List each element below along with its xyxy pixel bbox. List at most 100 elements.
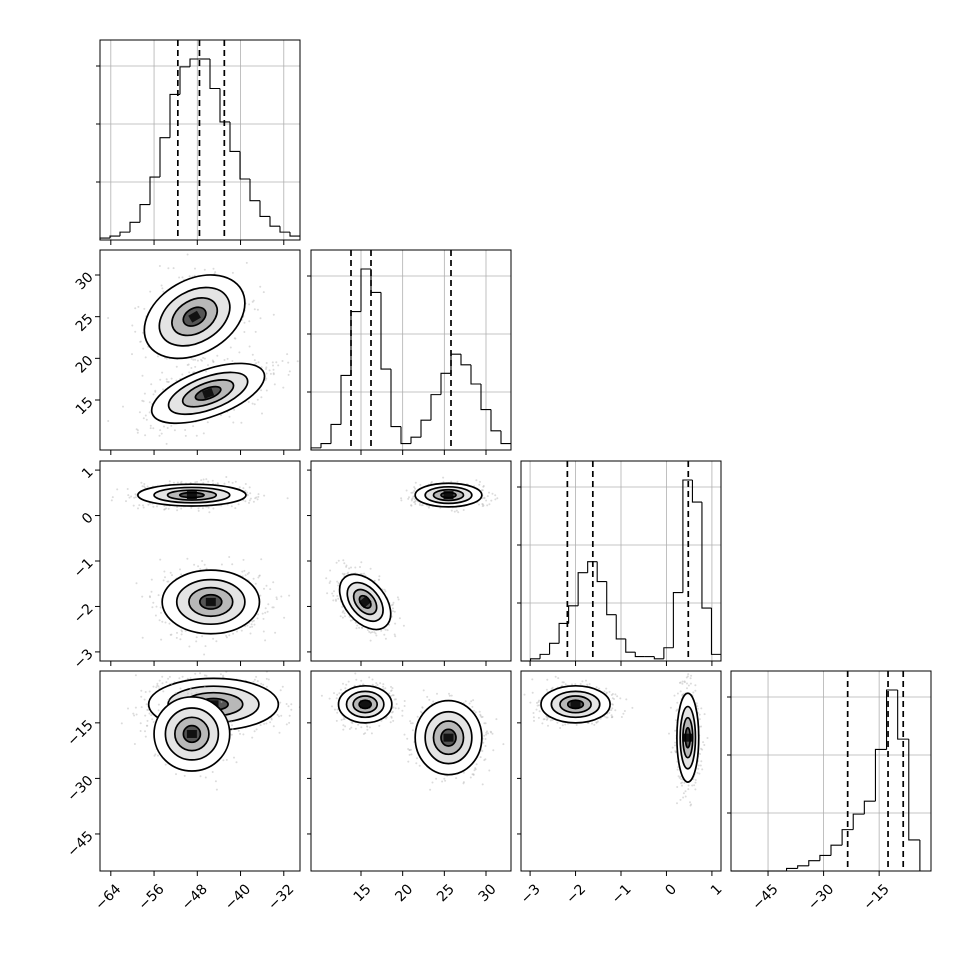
sample-point <box>157 703 160 706</box>
histogram-bar <box>109 235 120 239</box>
sample-point <box>260 396 263 399</box>
sample-point <box>255 675 258 678</box>
sample-point <box>160 611 162 614</box>
sample-point <box>486 504 489 507</box>
sample-point <box>262 617 265 620</box>
sample-point <box>414 481 417 484</box>
histogram-bar <box>179 66 190 95</box>
histogram-bar <box>830 844 843 856</box>
sample-point <box>491 492 494 495</box>
sample-point <box>165 507 168 510</box>
sample-point <box>161 675 164 678</box>
histogram-bar <box>577 572 588 606</box>
sample-point <box>220 700 223 703</box>
sample-point <box>179 568 181 571</box>
sample-point <box>143 698 146 701</box>
sample-point <box>190 506 193 509</box>
sample-point <box>164 576 166 579</box>
sample-point <box>419 502 421 504</box>
sample-point <box>246 573 249 575</box>
sample-point <box>195 636 198 639</box>
sample-point <box>211 479 214 482</box>
histogram-bar <box>440 372 451 395</box>
sample-point <box>176 506 179 508</box>
sample-point <box>194 481 197 484</box>
sample-point <box>265 584 268 587</box>
sample-point <box>259 285 262 288</box>
sample-point <box>158 619 161 622</box>
sample-point <box>263 587 265 590</box>
sample-point <box>257 361 260 364</box>
sample-point <box>207 364 209 367</box>
sample-point <box>203 674 206 677</box>
sample-point <box>131 324 134 327</box>
sample-point <box>110 499 113 502</box>
sample-point <box>199 775 202 778</box>
sample-point <box>275 598 278 601</box>
sample-point <box>263 494 266 497</box>
contour-line <box>136 483 247 507</box>
sample-point <box>240 629 243 632</box>
sample-point <box>457 511 460 514</box>
sample-point <box>184 629 187 632</box>
sample-point <box>271 361 274 364</box>
histogram-bar <box>380 292 391 370</box>
sample-point <box>134 307 137 310</box>
histogram-bar <box>568 605 579 624</box>
histogram-bar <box>908 739 920 841</box>
histogram-bar <box>529 658 541 661</box>
sample-point <box>107 420 110 422</box>
sample-point <box>243 331 246 333</box>
sample-point <box>175 636 178 639</box>
sample-point <box>151 669 153 671</box>
sample-point <box>143 483 146 485</box>
histogram-bar <box>239 151 250 180</box>
sample-point <box>260 558 263 561</box>
sample-point <box>190 692 193 695</box>
histogram-bar <box>710 608 721 655</box>
histogram-bar <box>653 656 664 660</box>
sample-point <box>450 480 453 483</box>
panel-frame <box>99 249 301 451</box>
sample-point <box>267 678 270 681</box>
sample-point <box>257 613 260 616</box>
histogram-bar <box>189 58 200 67</box>
sample-point <box>253 623 256 626</box>
histogram-bar <box>874 748 887 802</box>
sample-point <box>162 388 164 391</box>
sample-point <box>252 299 255 302</box>
sample-point <box>192 358 195 361</box>
sample-point <box>166 580 169 583</box>
sample-point <box>134 330 137 333</box>
sample-point <box>260 389 263 392</box>
sample-point <box>494 498 497 501</box>
sample-point <box>194 267 196 270</box>
sample-point <box>148 411 151 414</box>
sample-point <box>265 677 268 680</box>
sample-point <box>259 594 262 597</box>
sample-point <box>248 666 250 668</box>
sample-point <box>141 595 144 598</box>
sample-point <box>170 424 173 427</box>
histogram-bar <box>129 221 140 233</box>
sample-point <box>234 507 237 510</box>
sample-point <box>135 713 138 716</box>
histogram-bar <box>549 642 560 655</box>
sample-point <box>225 636 228 639</box>
sample-point <box>227 481 230 483</box>
histogram-bar <box>289 232 300 237</box>
sample-point <box>133 496 136 499</box>
density-peak <box>205 597 216 606</box>
histogram-panel-0 <box>96 39 301 241</box>
sample-point <box>280 595 283 598</box>
density-peak <box>188 310 201 323</box>
sample-point <box>127 707 129 710</box>
sample-point <box>150 590 153 593</box>
sample-point <box>253 403 256 406</box>
sample-point <box>154 753 157 756</box>
sample-point <box>116 488 119 491</box>
sample-point <box>161 287 164 290</box>
sample-point <box>214 271 217 274</box>
sample-point <box>230 733 233 736</box>
sample-point <box>172 481 175 484</box>
